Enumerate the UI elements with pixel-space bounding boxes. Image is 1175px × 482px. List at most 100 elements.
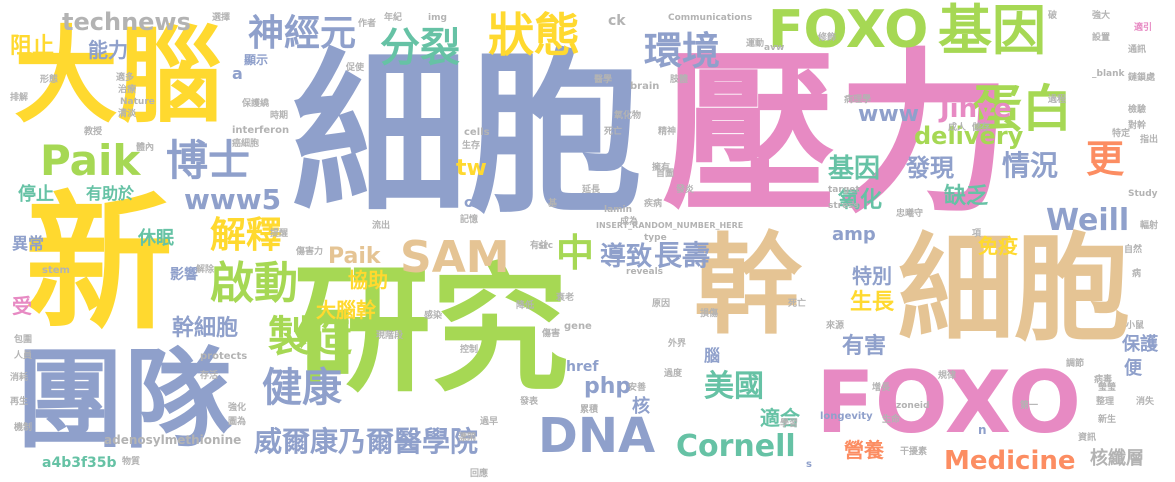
word-cloud-word: 生命	[882, 415, 901, 425]
word-cloud-word: 成人	[948, 123, 967, 133]
word-cloud-word: cells	[464, 127, 490, 138]
word-cloud-word: 感染	[424, 311, 443, 321]
word-cloud-word: 肢體	[670, 75, 689, 85]
word-cloud-word: Paik	[328, 244, 381, 269]
word-cloud-word: 促使	[346, 63, 365, 73]
word-cloud-word: 病	[1132, 269, 1142, 279]
word-cloud-word: 物質	[122, 457, 141, 467]
word-cloud-word: 強化	[228, 403, 247, 413]
word-cloud-word: 啟動	[210, 258, 298, 309]
word-cloud-word: 運動	[746, 39, 765, 49]
word-cloud-word: 發表	[520, 397, 539, 407]
word-cloud-word: 設置	[1092, 33, 1111, 43]
word-cloud-word: 控制	[460, 345, 479, 355]
word-cloud-word: 時期	[270, 111, 289, 121]
word-cloud-word: FOXO	[816, 353, 1082, 453]
word-cloud-word: Nature	[120, 97, 155, 107]
word-cloud-word: delivery	[914, 122, 1024, 150]
word-cloud-word: 阻止	[10, 34, 55, 59]
word-cloud-word: technews	[62, 8, 191, 36]
word-cloud-word: brain	[630, 81, 660, 92]
word-cloud-word: 缺乏	[944, 184, 989, 209]
word-cloud-word: interferon	[232, 125, 290, 136]
word-cloud-word: 影響	[170, 267, 198, 283]
word-cloud-word: 瑩瑩	[1098, 383, 1117, 393]
word-cloud-word: 細胞	[292, 34, 642, 237]
word-cloud-word: 消耗	[10, 373, 29, 383]
word-cloud-word: Cornell	[676, 429, 796, 464]
word-cloud-word: 疾病	[644, 199, 663, 209]
word-cloud-word: 適多	[116, 73, 135, 83]
word-cloud-word: 第一	[1020, 401, 1039, 411]
word-cloud-word: 基因	[828, 154, 881, 184]
word-cloud-word: tw	[456, 156, 487, 181]
word-cloud-word: 傷害力	[296, 247, 324, 257]
word-cloud-word: www5	[184, 183, 282, 216]
word-cloud-word: _blank	[1092, 69, 1125, 79]
word-cloud-word: php	[584, 374, 632, 399]
word-cloud-word: INSERT_RANDOM_NUMBER_HERE	[596, 221, 744, 230]
word-cloud-word: 大腦	[14, 15, 223, 137]
word-cloud-word: 狀態	[488, 8, 580, 62]
word-cloud-word: 外界	[668, 339, 687, 349]
word-cloud-word: 製造	[268, 312, 353, 361]
word-cloud-word: 流出	[372, 221, 391, 231]
word-cloud-word: 擁有	[652, 163, 671, 173]
word-cloud-word: 基	[548, 199, 558, 209]
word-cloud-word: 對幹	[1128, 121, 1147, 131]
word-cloud-word: 來源	[826, 321, 845, 331]
word-cloud-word: 通訊	[1128, 45, 1147, 55]
word-cloud-word: 作者	[358, 19, 377, 29]
word-cloud-word: longevity	[820, 411, 873, 422]
word-cloud-word: 神經元	[248, 13, 357, 54]
word-cloud-word: 生存	[462, 141, 481, 151]
word-cloud-word: 小鼠	[1126, 321, 1145, 331]
word-cloud-word: 學習	[780, 419, 799, 429]
word-cloud-word: 適引	[1134, 23, 1153, 33]
word-cloud-word: 圖為	[228, 417, 247, 427]
word-cloud-word: 便	[1124, 358, 1142, 379]
word-cloud-word: 團隊	[16, 338, 233, 463]
word-cloud-word: ck	[608, 13, 626, 29]
word-cloud-word: 美國	[704, 369, 764, 404]
word-cloud-word: 新生	[1098, 415, 1117, 425]
word-cloud-word: 核	[632, 396, 650, 417]
word-cloud-word: cb	[464, 195, 483, 211]
word-cloud-word: 氧化	[838, 188, 883, 213]
word-cloud-word: 威爾康乃爾醫學院	[254, 425, 479, 458]
word-cloud-word: 死亡	[604, 127, 623, 137]
word-cloud-word: 年紀	[384, 13, 403, 23]
word-cloud-word: Jihye	[940, 94, 1012, 124]
word-cloud-word: 消失	[1136, 397, 1155, 407]
word-cloud-word: SAM	[400, 232, 510, 283]
word-cloud-word: 博士	[166, 136, 251, 185]
word-cloud-word: 更	[1086, 137, 1125, 181]
word-cloud-word: 顯示	[244, 53, 269, 67]
word-cloud-word: 延長	[582, 185, 601, 195]
word-cloud-word: 排解	[10, 93, 29, 103]
word-cloud-word: 強大	[1092, 11, 1111, 21]
word-cloud-word: adenosylmethionine	[104, 433, 242, 447]
word-cloud-word: 記憶	[460, 215, 479, 225]
word-cloud-word: 規律	[938, 371, 957, 381]
word-cloud-word: 安善	[628, 383, 647, 393]
word-cloud-word: 協助	[348, 268, 388, 292]
word-cloud-word: 環境	[644, 29, 721, 73]
word-cloud-word: 保護	[1122, 334, 1158, 355]
word-cloud-word: 原因	[652, 299, 671, 309]
word-cloud-word: 基因	[938, 0, 1046, 62]
word-cloud-word: 腦	[704, 346, 721, 365]
word-cloud-word: Medicine	[944, 446, 1076, 476]
word-cloud-word: 累積	[580, 405, 599, 415]
word-cloud-word: stem	[42, 265, 70, 276]
word-cloud-word: 壓力	[662, 34, 1012, 237]
word-cloud-word: 免疫	[978, 234, 1018, 258]
word-cloud-word: 儲存	[972, 123, 991, 133]
word-cloud-word: 再生	[10, 397, 29, 407]
word-cloud-word: 導致	[600, 242, 653, 272]
word-cloud-word: 修飾	[818, 33, 837, 43]
word-cloud-word: src	[538, 241, 554, 251]
word-cloud-word: 漂閑	[458, 433, 477, 443]
word-cloud-word: 大腦幹	[316, 298, 376, 322]
